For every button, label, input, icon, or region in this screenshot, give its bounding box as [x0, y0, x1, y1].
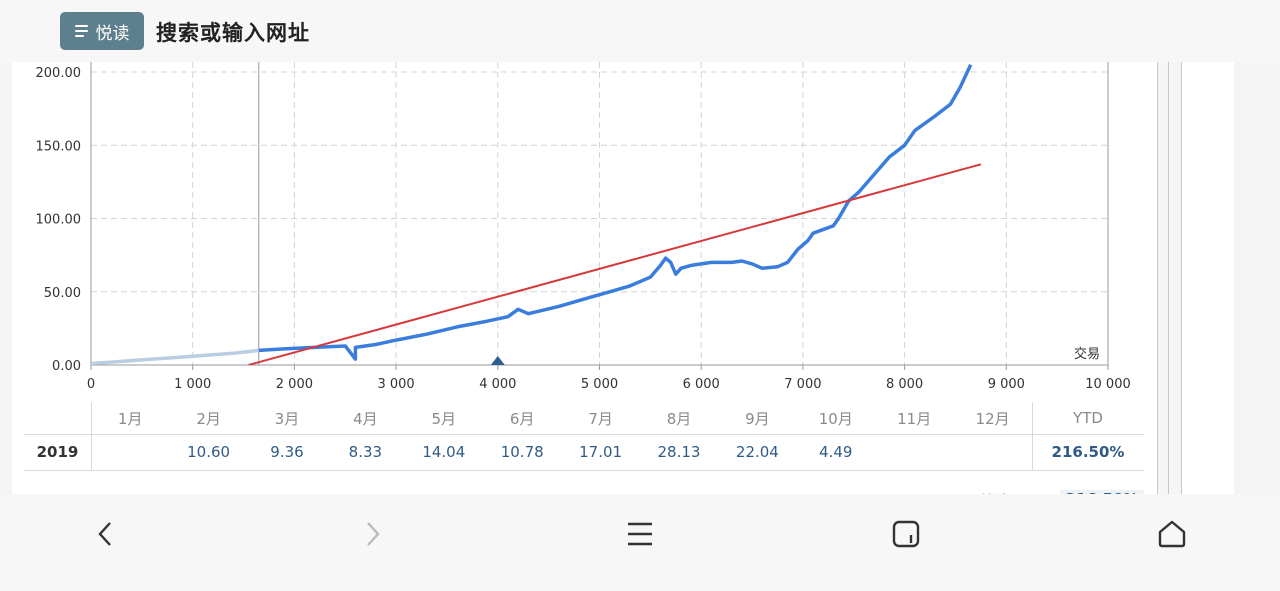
- y-tick-label: 150.00: [36, 139, 82, 154]
- browser-bottom-nav: [0, 494, 1280, 591]
- series-line-2: [258, 63, 973, 361]
- growth-chart: 0 1 000 2 000 3 000 4 000 5 000 6 000 7 000 8 00…: [36, 62, 1131, 392]
- month-header: 2月: [196, 409, 221, 428]
- x-tick-label: 9 000: [988, 377, 1025, 392]
- chevron-right-icon: [367, 522, 380, 546]
- year-cell: 2019: [36, 443, 79, 461]
- x-tick-label: 0: [87, 377, 95, 392]
- ytd-header: YTD: [1073, 409, 1103, 427]
- list-icon: [74, 25, 88, 37]
- month-header: 6月: [509, 409, 535, 428]
- home-button[interactable]: [1152, 514, 1192, 554]
- ytd-value: 216.50%: [1051, 443, 1125, 461]
- month-value: 14.04: [422, 443, 466, 461]
- back-button[interactable]: [86, 514, 126, 554]
- x-tick-label: 7 000: [784, 377, 821, 392]
- month-value: 9.36: [270, 443, 304, 461]
- x-tick-label: 4 000: [479, 377, 516, 392]
- x-tick-label: 1 000: [174, 377, 211, 392]
- month-header: 4月: [353, 409, 378, 428]
- home-icon: [1158, 520, 1186, 548]
- x-tick-label: 10 000: [1085, 377, 1131, 392]
- month-value: 22.04: [735, 443, 779, 461]
- month-header: 8月: [666, 409, 692, 428]
- read-mode-label: 悦读: [95, 23, 130, 44]
- side-column: [1182, 62, 1234, 494]
- tabs-button[interactable]: [886, 514, 926, 554]
- chevron-left-icon: [98, 522, 111, 546]
- x-tick-label: 5 000: [581, 377, 618, 392]
- month-header: 12月: [975, 409, 1010, 428]
- x-tick-label: 3 000: [377, 377, 414, 392]
- month-value: 28.13: [657, 443, 701, 461]
- y-tick-label: 0.00: [52, 359, 81, 374]
- table-header-row: 1月 2月 3月 4月 5月 6月 7月 8月 9月 10月 11月 12月 YTD: [24, 402, 1144, 434]
- month-value: 4.49: [819, 443, 853, 461]
- month-value: 8.33: [348, 443, 383, 461]
- y-tick-label: 50.00: [44, 286, 81, 301]
- month-header: 1月: [117, 409, 143, 428]
- series-line-1: [91, 348, 259, 365]
- forward-button[interactable]: [352, 514, 392, 554]
- menu-button[interactable]: [620, 514, 660, 554]
- address-bar[interactable]: 搜索或输入网址: [156, 21, 310, 45]
- month-header: 3月: [274, 409, 300, 428]
- month-value: [953, 434, 1031, 470]
- chart-panel: [12, 62, 1158, 494]
- month-value: 17.01: [579, 443, 623, 461]
- series-line-3: [248, 163, 982, 365]
- tabs-icon: [892, 520, 920, 548]
- y-tick-label: 200.00: [36, 66, 82, 81]
- x-tick-label: 8 000: [886, 377, 923, 392]
- browser-topbar: 悦读 搜索或输入网址: [0, 0, 1280, 62]
- month-header: 5月: [431, 409, 457, 428]
- menu-icon: [628, 522, 652, 546]
- side-divider: [1168, 62, 1169, 494]
- y-tick-label: 100.00: [36, 213, 82, 228]
- month-header: 9月: [745, 409, 770, 428]
- month-header: 10月: [818, 409, 853, 428]
- month-value: 10.60: [187, 443, 231, 461]
- x-tick-label: 6 000: [683, 377, 720, 392]
- trade-marker: [490, 356, 505, 365]
- month-value: [91, 434, 169, 470]
- month-value: [875, 434, 953, 470]
- read-mode-button[interactable]: 悦读: [60, 12, 144, 50]
- side-divider: [1181, 62, 1182, 494]
- table-row: 2019 10.60 9.36 8.33 14.04 10.78 17.01 28.13 22.…: [24, 434, 1144, 470]
- x-axis-label: 交易: [1074, 346, 1100, 362]
- month-value: 10.78: [500, 443, 544, 461]
- month-header: 11月: [897, 409, 932, 428]
- month-header: 7月: [588, 409, 613, 428]
- x-tick-label: 2 000: [276, 377, 313, 392]
- page-content: 0 1 000 2 000 3 000 4 000 5 000 6 000 7 000 8 00…: [0, 62, 1280, 500]
